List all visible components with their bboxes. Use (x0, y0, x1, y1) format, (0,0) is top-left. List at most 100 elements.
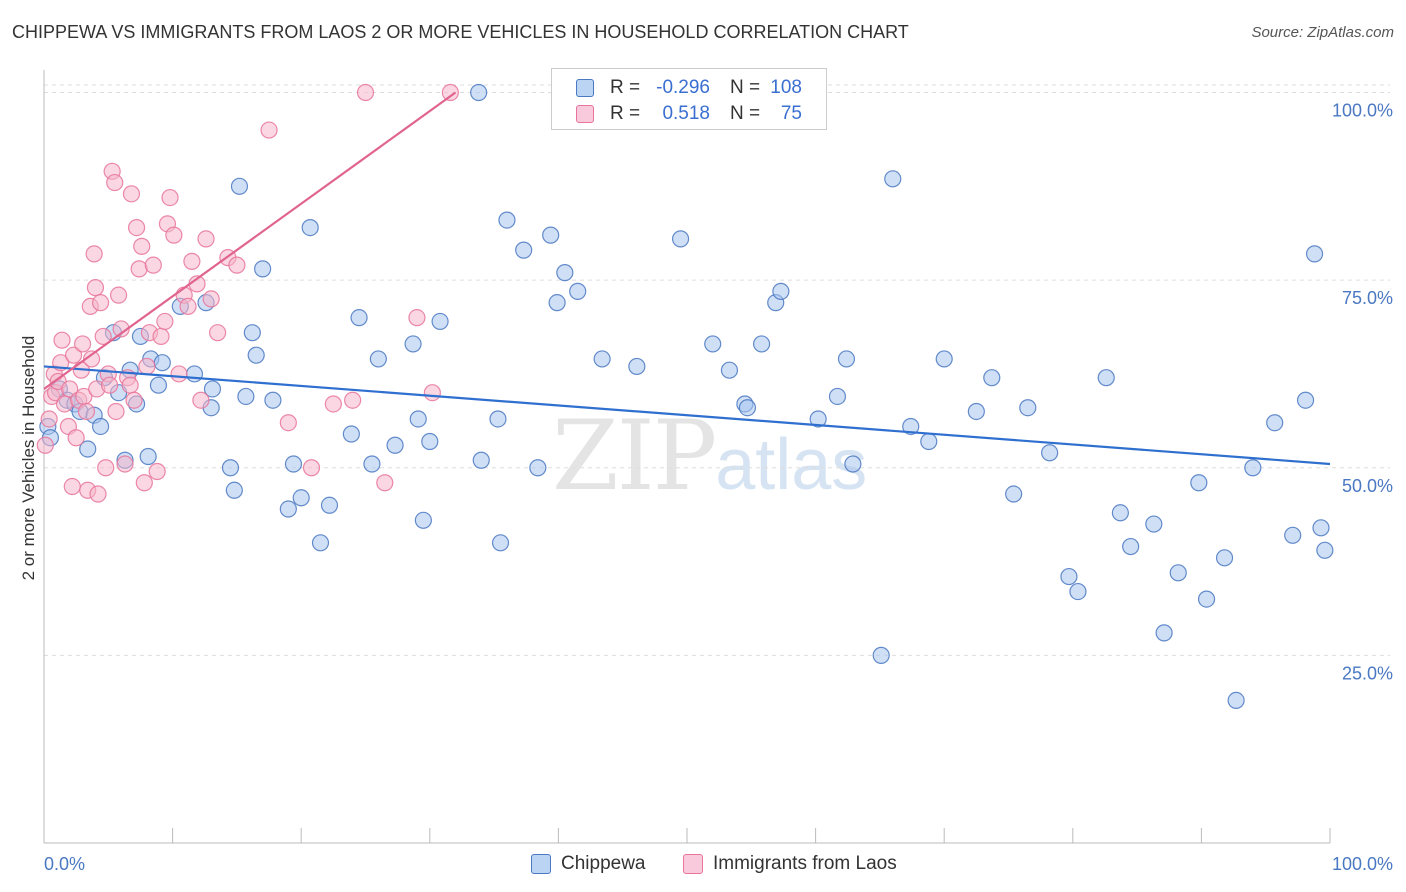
laos-point (144, 256, 162, 274)
chippewa-point (935, 350, 953, 368)
chippewa-point (225, 481, 243, 499)
bottom-legend-swatch-pink (683, 854, 703, 874)
laos-point (183, 252, 201, 270)
laos-point (107, 402, 125, 421)
chippewa-point (1169, 564, 1187, 582)
chippewa-point (844, 455, 862, 473)
chippewa-point (967, 402, 985, 421)
chippewa-point (421, 432, 439, 451)
laos-point (156, 312, 174, 331)
chippewa-point (542, 226, 560, 244)
chippewa-point (139, 447, 157, 466)
bottom-legend-swatch-blue (531, 854, 551, 874)
chippewa-point (247, 346, 265, 364)
chippewa-point (515, 241, 533, 259)
chippewa-point (920, 432, 938, 451)
laos-point (100, 376, 119, 394)
chippewa-point (470, 83, 488, 102)
chippewa-point (386, 436, 404, 454)
chippewa-point (1284, 526, 1302, 544)
chippewa-trend-line (43, 365, 1331, 466)
trend-lines (43, 91, 1331, 466)
laos-point (36, 436, 54, 454)
laos-point (127, 219, 146, 237)
laos-point (40, 410, 58, 428)
legend-row-laos: R = 0.518 N = 75 (552, 101, 828, 127)
bottom-legend-label: Immigrants from Laos (713, 853, 897, 874)
laos-point (61, 380, 79, 398)
source-label: Source: ZipAtlas.com (1251, 24, 1394, 41)
chippewa-point (1145, 515, 1163, 533)
laos-points (36, 83, 459, 503)
chippewa-point (704, 335, 722, 353)
chippewa-point (254, 260, 272, 278)
laos-point (152, 327, 170, 346)
chippewa-point (91, 417, 110, 436)
chippewa-point (230, 177, 249, 195)
chippewa-point (292, 489, 310, 507)
chippewa-point (772, 282, 790, 300)
laos-point (53, 331, 71, 349)
chippewa-point (872, 646, 890, 664)
laos-point (122, 185, 141, 203)
chippewa-point (1305, 245, 1324, 263)
laos-point (55, 395, 74, 413)
chippewa-point (243, 324, 261, 342)
chippewa-point (153, 354, 171, 372)
laos-point (202, 290, 220, 308)
chippewa-point (203, 380, 222, 398)
chippewa-point (1005, 485, 1023, 503)
chippewa-point (1097, 369, 1115, 387)
chippewa-point (363, 455, 381, 473)
chippewa-point (409, 410, 427, 428)
laos-point (82, 350, 101, 368)
chippewa-point (1244, 459, 1262, 477)
chippewa-point (264, 391, 282, 409)
laos-point (165, 226, 183, 244)
y-tick-label: 75.0% (1342, 288, 1393, 308)
chippewa-point (284, 455, 303, 473)
legend-n-value: 75 (780, 103, 802, 124)
legend-n-label: N = (730, 103, 761, 124)
laos-point (302, 459, 321, 477)
laos-point (441, 83, 459, 102)
laos-point (356, 83, 375, 102)
chippewa-point (491, 534, 510, 552)
chippewa-point (837, 350, 856, 368)
chippewa-point (1296, 391, 1315, 409)
bottom-legend-label: Chippewa (561, 853, 646, 874)
chippewa-point (738, 399, 757, 417)
laos-point (376, 474, 394, 492)
chippewa-point (593, 350, 611, 368)
chippewa-points (39, 83, 1334, 710)
laos-point (86, 279, 105, 297)
laos-point (260, 121, 278, 139)
legend-r-value: 0.518 (662, 103, 710, 124)
laos-point (148, 462, 166, 481)
chippewa-point (350, 309, 368, 327)
chippewa-point (1111, 504, 1129, 522)
legend-r-label: R = (610, 103, 641, 124)
laos-point (161, 188, 179, 207)
laos-point (228, 256, 246, 274)
chippewa-point (404, 335, 422, 353)
watermark-zip: ZIP (552, 400, 717, 512)
laos-point (121, 376, 139, 394)
chippewa-point (1122, 537, 1140, 556)
chippewa-point (185, 365, 204, 383)
laos-point (77, 402, 96, 421)
legend-row-chippewa: R = -0.296 N = 108 (552, 75, 828, 101)
chippewa-point (1215, 549, 1234, 567)
chippewa-point (671, 230, 690, 248)
chippewa-point (1060, 567, 1078, 586)
chippewa-point (414, 511, 432, 529)
legend-swatch-pink (576, 105, 594, 123)
laos-point (109, 286, 128, 304)
chippewa-point (431, 312, 449, 331)
chippewa-point (1155, 624, 1173, 642)
laos-point (408, 309, 426, 327)
x-tick-label-min: 0.0% (44, 854, 85, 874)
chippewa-point (279, 500, 297, 518)
bottom-legend-laos: Immigrants from Laos (683, 852, 923, 876)
